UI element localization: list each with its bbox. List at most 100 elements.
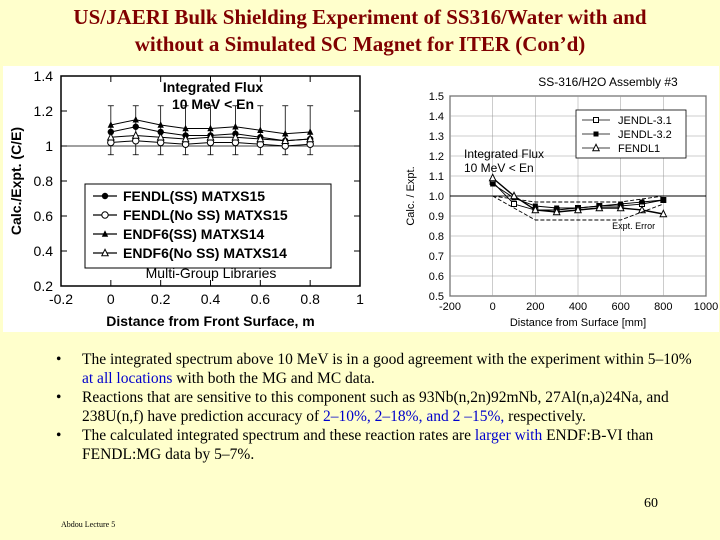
x-tick-label: 800 (654, 301, 672, 313)
x-axis-label: Distance from Surface [mm] (510, 317, 646, 329)
bullet-item: • The calculated integrated spectrum and … (52, 426, 692, 464)
data-point (281, 135, 290, 144)
x-tick-label: 0.2 (151, 291, 171, 307)
x-tick-label: 0.4 (201, 291, 221, 307)
data-point (106, 132, 115, 141)
y-tick-label: 1.3 (429, 131, 444, 143)
annotation-line-2: 10 MeV < En (172, 96, 254, 112)
legend-marker (593, 117, 599, 123)
data-point (282, 130, 289, 137)
annotation-line-2: 10 MeV < En (464, 161, 534, 175)
legend-label: ENDF6(No SS) MATXS14 (123, 245, 287, 261)
data-point (488, 173, 497, 182)
data-point (639, 199, 645, 205)
chart-title: SS-316/H2O Assembly #3 (538, 75, 678, 89)
y-tick-label: 0.5 (429, 291, 444, 303)
y-tick-label: 1.2 (429, 151, 444, 163)
bullet-text: The calculated integrated spectrum and t… (82, 427, 475, 444)
x-axis-label: Distance from Front Surface, m (106, 313, 315, 329)
data-point (659, 209, 668, 218)
data-point (531, 205, 540, 214)
y-tick-label: 0.4 (34, 243, 54, 259)
data-point (490, 181, 496, 187)
data-point (231, 132, 240, 141)
bullet-item: • Reactions that are sensitive to this co… (52, 388, 692, 426)
x-tick-label: -200 (439, 301, 461, 313)
y-tick-label: 0.7 (429, 251, 444, 263)
bullet-text: ENDF:B-VI than FENDL:MG data by 5–7%. (82, 427, 654, 463)
data-point (181, 134, 190, 143)
legend-label: ENDF6(SS) MATXS14 (123, 226, 265, 242)
data-point (232, 123, 239, 130)
legend-marker (101, 230, 109, 237)
bullet-text: Reactions that are sensitive to this com… (82, 389, 669, 425)
data-point (182, 124, 189, 132)
x-tick-label: 1 (356, 291, 364, 307)
legend-box (84, 183, 332, 269)
y-axis-label: Calc./Expt. (C/E) (8, 127, 24, 235)
legend-label: FENDL1 (618, 143, 660, 155)
bullet-text: with both the MG and MC data. (172, 370, 375, 387)
y-tick-label: 0.6 (34, 208, 54, 224)
legend-marker (591, 143, 601, 152)
legend-marker (100, 248, 110, 257)
x-tick-label: 0 (490, 301, 496, 313)
data-point (107, 121, 115, 128)
data-point (616, 203, 625, 212)
data-point (156, 132, 165, 141)
error-label: Expt. Error (612, 221, 655, 231)
x-tick-label: 0.6 (251, 291, 271, 307)
bullet-dot: • (56, 351, 62, 368)
y-tick-label: 0.9 (429, 211, 444, 223)
bullet-text: respectively. (504, 408, 586, 425)
y-tick-label: 0.6 (429, 271, 444, 283)
y-tick-label: 1.4 (429, 111, 444, 123)
y-tick-label: 0.8 (429, 231, 444, 243)
data-point (511, 201, 517, 207)
bullet-text: 2–10%, 2–18%, and 2 –15%, (323, 408, 505, 425)
data-point (157, 121, 164, 128)
annotation-line-1: Integrated Flux (464, 147, 544, 161)
data-point (131, 130, 140, 139)
series-line (492, 195, 664, 221)
bullet-text: larger with (474, 427, 543, 444)
bullet-text: at all locations (82, 370, 173, 387)
mc-chart: 0.5 0.6 0.7 0.8 0.9 1.0 1.1 1.2 1.3 1.4 1.5 -200 0 20… (405, 75, 718, 329)
title-line-1: US/JAERI Bulk Shielding Experiment of SS… (73, 5, 647, 29)
x-tick-label: 0 (107, 291, 115, 307)
x-tick-label: 600 (611, 301, 629, 313)
data-point (306, 128, 314, 135)
x-tick-label: -0.2 (49, 291, 73, 307)
data-point (207, 124, 214, 132)
group-label: Multi-Group Libraries (146, 265, 277, 281)
legend-marker (101, 211, 109, 219)
y-tick-label: 1.0 (429, 191, 444, 203)
y-tick-label: 1.2 (34, 103, 54, 119)
y-tick-label: 1.1 (429, 171, 444, 183)
x-tick-label: 0.8 (300, 291, 320, 307)
data-point (573, 205, 583, 214)
title-line-2: without a Simulated SC Magnet for ITER (… (134, 32, 586, 56)
bullet-dot: • (56, 427, 62, 444)
page-number: 60 (644, 496, 658, 511)
bullet-dot: • (56, 389, 62, 406)
y-axis-label: Calc. / Expt. (405, 166, 417, 225)
x-tick-label: 400 (569, 301, 587, 313)
data-point (132, 116, 139, 123)
y-tick-label: 1.4 (34, 68, 54, 84)
bullet-text: The integrated spectrum above 10 MeV is … (82, 351, 692, 368)
mg-chart: 0.2 0.4 0.6 0.8 1 1.2 1.4 -0.2 0 0.2 0.4 0.6 0.8 1 Dis… (8, 68, 364, 329)
figure-panel: 0.2 0.4 0.6 0.8 1 1.2 1.4 -0.2 0 0.2 0.4 0.6 0.8 1 Dis… (3, 66, 719, 332)
x-tick-label: 200 (526, 301, 544, 313)
bullet-item: • The integrated spectrum above 10 MeV is… (52, 350, 692, 388)
slide-title: US/JAERI Bulk Shielding Experiment of SS… (0, 4, 720, 58)
y-tick-label: 1 (45, 138, 53, 154)
bullet-list: • The integrated spectrum above 10 MeV is… (52, 350, 692, 464)
annotation-line-1: Integrated Flux (163, 79, 264, 95)
series-line (492, 195, 664, 203)
data-point (132, 123, 139, 130)
legend-label: JENDL-3.1 (618, 115, 672, 127)
y-tick-label: 1.5 (429, 91, 444, 103)
legend-marker (593, 131, 599, 137)
y-tick-label: 0.2 (34, 278, 54, 294)
